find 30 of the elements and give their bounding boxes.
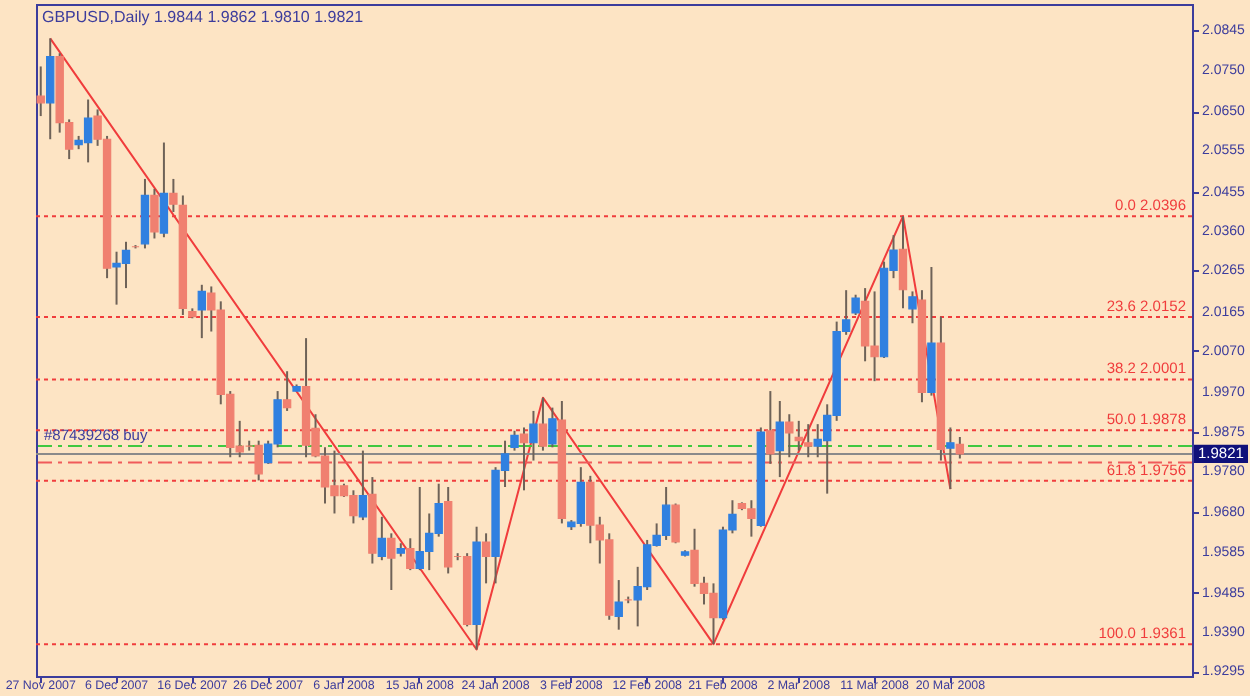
- candlestick: [898, 215, 908, 310]
- candlestick: [254, 439, 263, 482]
- candlestick: [538, 396, 548, 452]
- candlestick: [197, 283, 207, 340]
- candlestick: [377, 515, 387, 562]
- candlestick: [36, 65, 45, 118]
- candlestick: [169, 177, 178, 214]
- candlestick: [529, 409, 538, 462]
- candlestick: [46, 37, 55, 141]
- candlestick: [510, 429, 519, 452]
- candlestick: [766, 390, 775, 465]
- candlestick: [955, 435, 965, 460]
- candlestick: [614, 579, 623, 631]
- candlestick: [159, 141, 169, 239]
- candlestick: [548, 406, 557, 449]
- candlestick: [775, 400, 785, 479]
- candlestick: [519, 426, 529, 492]
- candlestick: [851, 293, 860, 316]
- candlestick: [946, 426, 955, 491]
- candlestick: [387, 532, 396, 591]
- candlestick: [671, 502, 680, 545]
- candlestick: [481, 532, 491, 585]
- candlestick: [358, 449, 368, 522]
- candlestick: [804, 423, 813, 459]
- candlestick: [908, 290, 917, 325]
- candlestick: [785, 413, 794, 459]
- chart-title: GBPUSD,Daily 1.9844 1.9862 1.9810 1.9821: [42, 8, 365, 26]
- candlestick: [406, 537, 415, 572]
- candlestick: [150, 187, 159, 240]
- candlestick: [282, 370, 292, 412]
